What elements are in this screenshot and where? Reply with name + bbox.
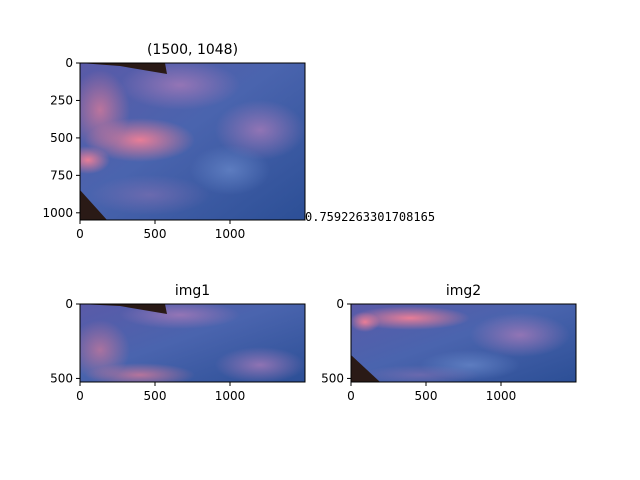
main-ytick-label: 250	[50, 93, 73, 107]
main-xtick-label: 500	[144, 227, 167, 241]
img1-ytick-label: 0	[65, 297, 73, 311]
img1-ytick-label: 500	[50, 371, 73, 385]
main-xtick-label: 0	[76, 227, 84, 241]
main-annotation: 0.7592263301708165	[305, 210, 435, 224]
main-image-title: (1500, 1048)	[147, 42, 238, 58]
main-image	[80, 63, 305, 220]
img1-image	[80, 304, 305, 382]
main-ytick-label: 500	[50, 131, 73, 145]
img2-xtick-label: 0	[347, 389, 355, 403]
img1-xtick-label: 500	[144, 389, 167, 403]
main-y-axis: 0 250 500 750 1000	[42, 56, 80, 220]
img1-x-axis: 0 500 1000	[76, 382, 245, 403]
main-image-frame	[79, 62, 306, 221]
img2-xtick-label: 1000	[486, 389, 517, 403]
main-ytick-label: 750	[50, 168, 73, 182]
img1-frame	[79, 303, 306, 383]
img2-xtick-label: 500	[415, 389, 438, 403]
main-image-axes: (1500, 1048) 0 500 1000 0 250 500 750 1000 0.7…	[42, 42, 435, 241]
img1-xtick-label: 1000	[215, 389, 246, 403]
main-ytick-label: 0	[65, 56, 73, 70]
img2-title: img2	[446, 283, 481, 299]
img2-y-axis: 0 500	[321, 297, 351, 385]
img1-xtick-label: 0	[76, 389, 84, 403]
img1-title: img1	[175, 283, 210, 299]
main-ytick-label: 1000	[42, 206, 73, 220]
img1-y-axis: 0 500	[50, 297, 80, 385]
main-x-axis: 0 500 1000	[76, 220, 245, 241]
img2-image	[351, 304, 576, 382]
img2-x-axis: 0 500 1000	[347, 382, 516, 403]
main-xtick-label: 1000	[215, 227, 246, 241]
img2-ytick-label: 0	[336, 297, 344, 311]
img2-frame	[350, 303, 577, 383]
img2-ytick-label: 500	[321, 371, 344, 385]
